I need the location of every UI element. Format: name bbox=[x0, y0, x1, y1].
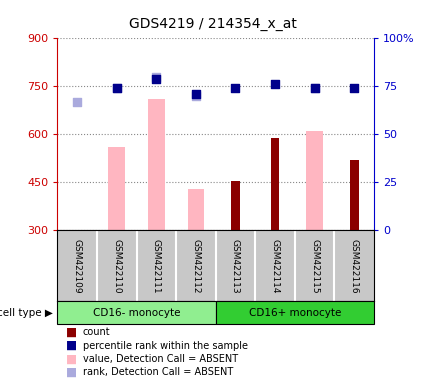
Point bbox=[311, 85, 318, 91]
Text: cell type ▶: cell type ▶ bbox=[0, 308, 53, 318]
Text: GSM422114: GSM422114 bbox=[271, 239, 280, 293]
Bar bbox=[187, 189, 204, 230]
Text: value, Detection Call = ABSENT: value, Detection Call = ABSENT bbox=[83, 354, 238, 364]
Point bbox=[232, 85, 239, 91]
Point bbox=[311, 85, 318, 91]
Text: ■: ■ bbox=[66, 326, 77, 339]
Text: GSM422116: GSM422116 bbox=[350, 239, 359, 293]
Point bbox=[193, 93, 199, 99]
Text: GDS4219 / 214354_x_at: GDS4219 / 214354_x_at bbox=[128, 17, 296, 31]
Point bbox=[153, 74, 160, 80]
Text: GSM422112: GSM422112 bbox=[191, 239, 201, 293]
Text: GSM422115: GSM422115 bbox=[310, 239, 319, 293]
Text: ■: ■ bbox=[66, 339, 77, 352]
Bar bbox=[306, 131, 323, 230]
Text: GSM422110: GSM422110 bbox=[112, 239, 121, 293]
Bar bbox=[350, 160, 359, 230]
Point bbox=[351, 85, 357, 91]
Text: GSM422113: GSM422113 bbox=[231, 239, 240, 293]
Text: percentile rank within the sample: percentile rank within the sample bbox=[83, 341, 248, 351]
Text: rank, Detection Call = ABSENT: rank, Detection Call = ABSENT bbox=[83, 367, 233, 377]
Bar bbox=[108, 147, 125, 230]
Text: count: count bbox=[83, 328, 110, 338]
Bar bbox=[215, 301, 374, 324]
Point bbox=[113, 85, 120, 91]
Bar bbox=[271, 137, 279, 230]
Point bbox=[74, 99, 81, 105]
Bar bbox=[57, 301, 215, 324]
Point bbox=[153, 76, 160, 82]
Text: ■: ■ bbox=[66, 366, 77, 379]
Text: CD16+ monocyte: CD16+ monocyte bbox=[249, 308, 341, 318]
Text: GSM422111: GSM422111 bbox=[152, 239, 161, 293]
Point bbox=[193, 91, 199, 97]
Point bbox=[113, 85, 120, 91]
Bar bbox=[148, 99, 164, 230]
Text: GSM422109: GSM422109 bbox=[73, 239, 82, 293]
Point bbox=[272, 81, 278, 88]
Bar bbox=[231, 181, 240, 230]
Text: CD16- monocyte: CD16- monocyte bbox=[93, 308, 180, 318]
Text: ■: ■ bbox=[66, 353, 77, 365]
